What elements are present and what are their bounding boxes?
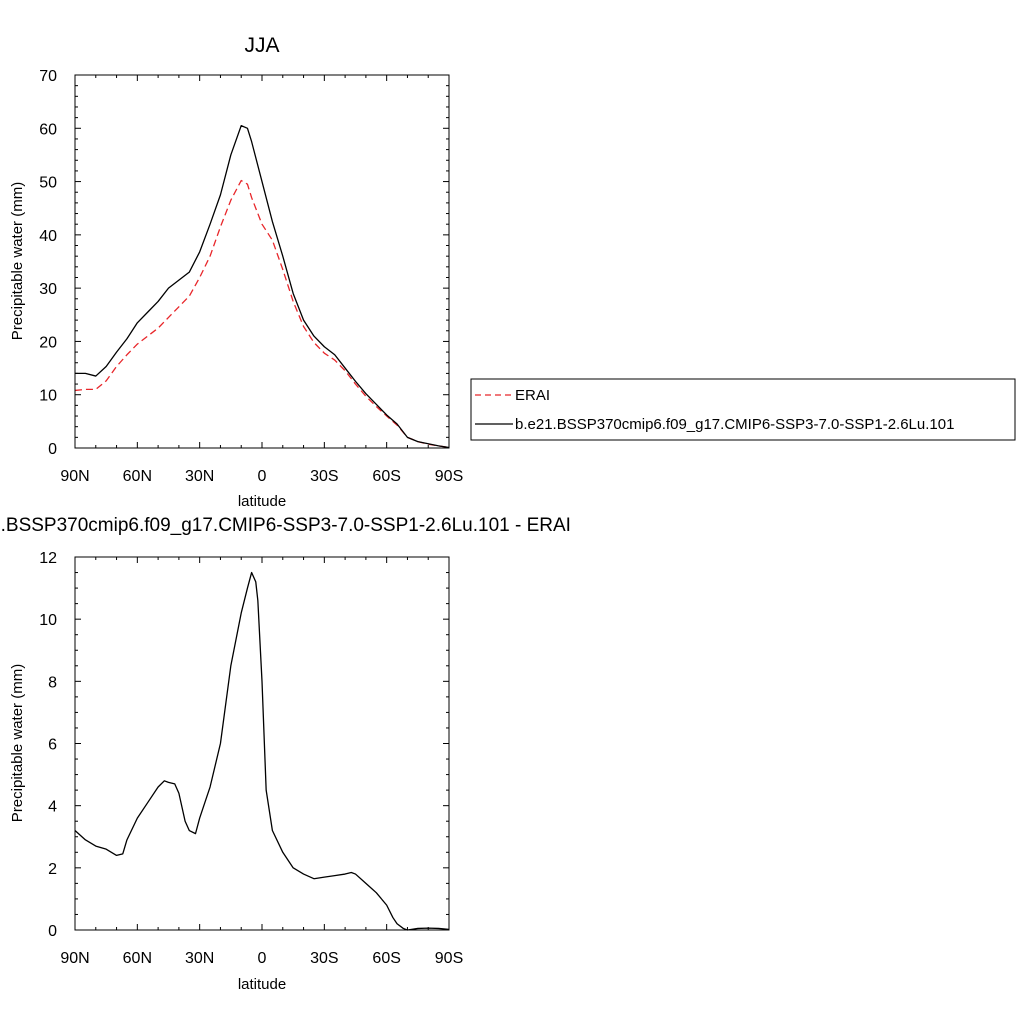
bottom-chart-title: b.e21.BSSP370cmip6.f09_g17.CMIP6-SSP3-7.… xyxy=(0,515,571,536)
bottom-x-tick-label: 30S xyxy=(310,950,338,967)
bottom-y-tick-label: 10 xyxy=(39,612,57,629)
top-x-tick-label: 30N xyxy=(185,468,214,485)
bottom-x-tick-label: 90S xyxy=(435,950,463,967)
top-y-tick-label: 40 xyxy=(39,228,57,245)
bottom-y-tick-label: 2 xyxy=(48,861,57,878)
legend-box xyxy=(470,378,1016,441)
bottom-series-line-0 xyxy=(74,571,450,931)
top-y-tick-label: 0 xyxy=(48,441,57,458)
top-x-tick-label: 30S xyxy=(310,468,338,485)
top-x-tick-label: 60S xyxy=(372,468,400,485)
bottom-series-group xyxy=(74,571,450,931)
legend: ERAI b.e21.BSSP370cmip6.f09_g17.CMIP6-SS… xyxy=(470,378,1016,441)
top-plot-frame xyxy=(74,74,450,449)
bottom-y-tick-label: 6 xyxy=(48,737,57,754)
top-y-axis-label: Precipitable water (mm) xyxy=(9,182,26,340)
bottom-x-tick-label: 90N xyxy=(60,950,89,967)
bottom-x-tick-label: 0 xyxy=(258,950,267,967)
bottom-x-axis-label: latitude xyxy=(238,976,286,993)
bottom-x-tick-label: 60N xyxy=(123,950,152,967)
bottom-y-axis-label: Precipitable water (mm) xyxy=(9,664,26,822)
top-series-line-0 xyxy=(74,179,450,449)
bottom-axis-ticks: 90N 60N 30N 0 30S 60S 90S 0 2 4 6 8 10 12 xyxy=(39,550,463,967)
legend-label-model: b.e21.BSSP370cmip6.f09_g17.CMIP6-SSP3-7.… xyxy=(515,416,954,433)
legend-label-erai: ERAI xyxy=(515,387,550,404)
top-y-tick-label: 30 xyxy=(39,281,57,298)
top-x-tick-label: 60N xyxy=(123,468,152,485)
bottom-x-tick-label: 60S xyxy=(372,950,400,967)
bottom-x-tick-label: 30N xyxy=(185,950,214,967)
bottom-y-tick-label: 8 xyxy=(48,674,57,691)
top-axis-ticks: 90N 60N 30N 0 30S 60S 90S 0 10 20 30 40 50 60 70 xyxy=(39,68,463,485)
top-series-group xyxy=(74,124,450,449)
top-x-tick-label: 90S xyxy=(435,468,463,485)
top-y-tick-label: 50 xyxy=(39,175,57,192)
top-x-axis-label: latitude xyxy=(238,493,286,510)
top-y-tick-label: 70 xyxy=(39,68,57,85)
top-y-tick-label: 10 xyxy=(39,388,57,405)
bottom-line-chart: b.e21.BSSP370cmip6.f09_g17.CMIP6-SSP3-7.… xyxy=(0,515,571,993)
top-x-tick-label: 90N xyxy=(60,468,89,485)
top-x-tick-label: 0 xyxy=(258,468,267,485)
top-line-chart: JJA 90N 60N 30N 0 30S 60S 90S 0 10 20 30 40 50 60 70 l… xyxy=(9,34,463,510)
bottom-plot-frame xyxy=(74,556,450,931)
top-chart-title: JJA xyxy=(244,34,279,57)
bottom-y-tick-label: 0 xyxy=(48,923,57,940)
top-series-line-1 xyxy=(75,124,450,449)
bottom-y-tick-label: 4 xyxy=(48,799,57,816)
top-y-tick-label: 20 xyxy=(39,334,57,351)
top-y-tick-label: 60 xyxy=(39,121,57,138)
bottom-y-tick-label: 12 xyxy=(39,550,57,567)
